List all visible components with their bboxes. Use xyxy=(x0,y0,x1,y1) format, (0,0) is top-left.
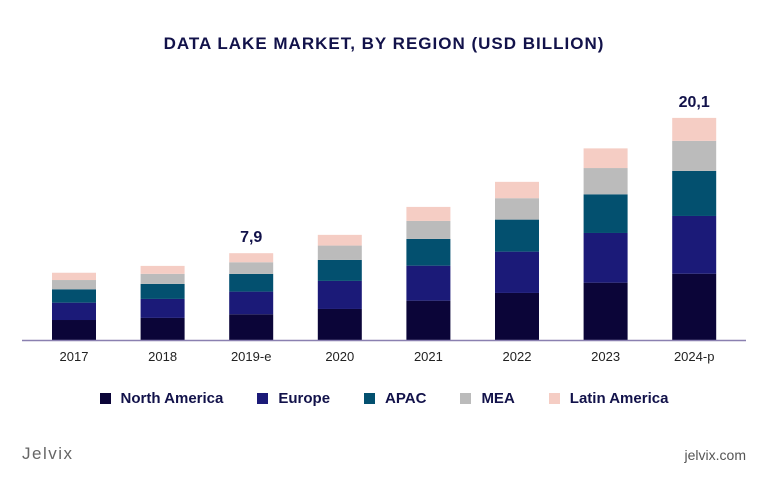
site-url: jelvix.com xyxy=(684,447,746,463)
legend-label: MEA xyxy=(481,390,515,407)
bar-segment-apac xyxy=(495,219,539,252)
bar-segment-north-america xyxy=(317,308,362,340)
x-tick-label: 2017 xyxy=(60,349,89,364)
legend-label: North America xyxy=(120,390,224,407)
jelvix-logo: Jelvix xyxy=(22,444,74,463)
bar-segment-europe xyxy=(672,215,717,274)
legend-swatch xyxy=(548,393,560,404)
bar-segment-europe xyxy=(317,280,362,309)
bar-segment-north-america xyxy=(52,320,96,340)
bar-segment-north-america xyxy=(672,273,717,340)
legend-label: Latin America xyxy=(569,390,669,407)
bar-segment-mea xyxy=(52,280,96,290)
bar-segment-apac xyxy=(672,170,717,216)
legend-swatch xyxy=(364,393,376,404)
legend-label: APAC xyxy=(385,390,427,407)
bar-segment-latin-america xyxy=(583,148,628,169)
bar-segment-apac xyxy=(583,194,628,233)
bar-segment-mea xyxy=(406,220,451,239)
bar-segment-europe xyxy=(140,298,185,318)
bar-segment-mea xyxy=(672,140,717,171)
legend-swatch xyxy=(257,393,269,404)
legend: North America Europe APAC MEA Latin America xyxy=(0,390,768,407)
bar-segment-mea xyxy=(495,198,539,220)
bar-segment-apac xyxy=(52,289,96,303)
bar-segment-north-america xyxy=(406,300,451,340)
chart-title: DATA LAKE MARKET, BY REGION (USD BILLION… xyxy=(163,34,605,53)
bar-segment-apac xyxy=(317,259,362,281)
legend-label: Europe xyxy=(278,390,331,407)
bar-segment-north-america xyxy=(140,317,185,340)
legend-item: APAC xyxy=(364,390,426,407)
bar-segment-north-america xyxy=(583,282,628,340)
bar-segment-apac xyxy=(140,283,185,299)
bar-segment-mea xyxy=(229,262,274,274)
bar-segment-mea xyxy=(583,168,628,195)
legend-item: North America xyxy=(99,390,224,407)
data-label: 20,1 xyxy=(679,94,710,111)
x-tick-label: 2022 xyxy=(503,349,532,364)
bar-segment-europe xyxy=(406,265,451,301)
x-tick-label: 2020 xyxy=(325,349,354,364)
bar-segment-europe xyxy=(583,232,628,283)
bar-segment-europe xyxy=(52,302,96,321)
x-tick-label: 2023 xyxy=(591,349,620,364)
bar-segment-latin-america xyxy=(140,265,185,274)
x-tick-label: 2018 xyxy=(148,349,177,364)
legend-item: MEA xyxy=(460,390,515,407)
x-tick-label: 2021 xyxy=(414,349,443,364)
bar-segment-latin-america xyxy=(52,272,96,281)
bar-segment-latin-america xyxy=(229,253,274,263)
bar-segment-north-america xyxy=(495,292,539,340)
bar-segment-mea xyxy=(317,245,362,260)
bar-segment-latin-america xyxy=(406,206,451,221)
x-tick-label: 2024-p xyxy=(674,349,714,364)
bar-segment-latin-america xyxy=(495,181,539,199)
x-tick-label: 2019-e xyxy=(231,349,271,364)
data-label: 7,9 xyxy=(240,229,262,246)
bar-segment-apac xyxy=(229,273,274,292)
legend-item: Latin America xyxy=(548,390,669,407)
legend-swatch xyxy=(99,393,111,404)
bar-segment-europe xyxy=(495,251,539,293)
bar-segment-north-america xyxy=(229,314,274,340)
legend-item: Europe xyxy=(257,390,330,407)
legend-swatch xyxy=(460,393,472,404)
bar-segment-apac xyxy=(406,238,451,266)
bar-segment-europe xyxy=(229,291,274,315)
bar-segment-mea xyxy=(140,273,185,284)
bar-segment-latin-america xyxy=(672,117,717,141)
bar-segment-latin-america xyxy=(317,234,362,246)
